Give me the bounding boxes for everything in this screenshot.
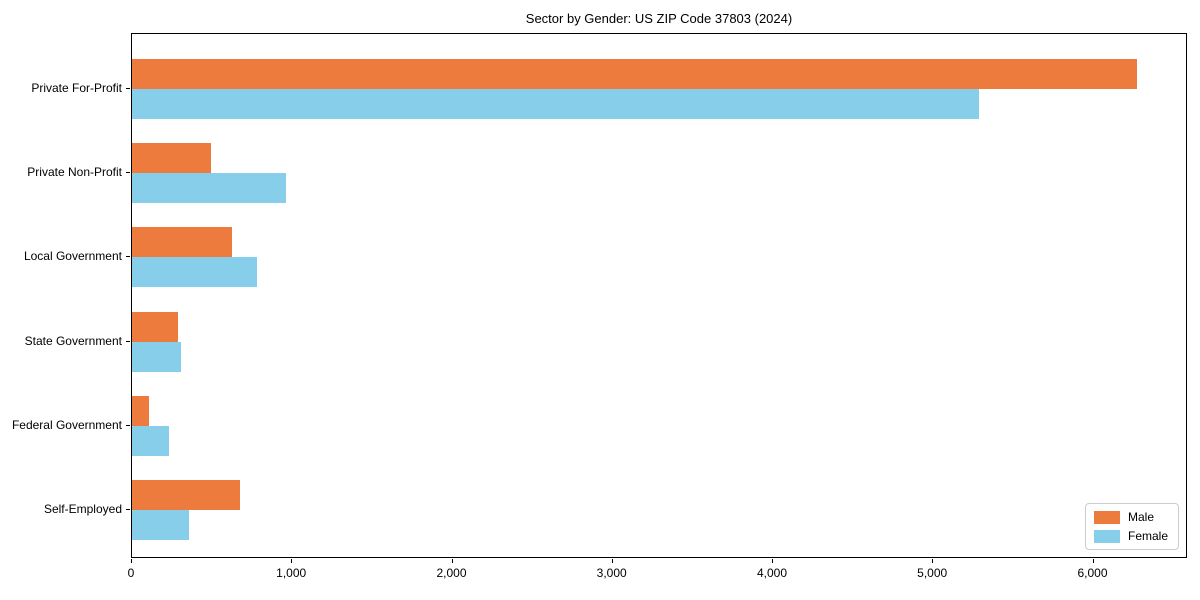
y-tick-label-private-for-profit: Private For-Profit bbox=[31, 81, 122, 95]
x-tick-label-5000: 5,000 bbox=[917, 566, 948, 580]
x-tick-mark bbox=[772, 559, 773, 563]
y-tick-mark bbox=[126, 256, 130, 258]
bar-female-federal-government bbox=[132, 425, 169, 456]
x-tick-mark bbox=[451, 559, 453, 563]
bar-female-private-for-profit bbox=[132, 89, 980, 119]
y-tick-label-private-non-profit: Private Non-Profit bbox=[27, 165, 122, 180]
x-tick-mark bbox=[932, 559, 934, 563]
bar-male-local-government bbox=[132, 227, 232, 258]
y-tick-mark bbox=[126, 509, 130, 510]
legend-label-male: Male bbox=[1127, 510, 1154, 524]
plot-area: Male Female bbox=[131, 33, 1187, 558]
x-tick-mark bbox=[611, 559, 613, 563]
x-tick-label-6000: 6,000 bbox=[1077, 566, 1108, 580]
bar-male-state-government bbox=[132, 311, 178, 342]
x-tick-label-1000: 1,000 bbox=[276, 566, 307, 580]
legend-label-female: Female bbox=[1127, 529, 1168, 543]
bar-male-self-employed bbox=[132, 480, 240, 510]
y-tick-label-self-employed: Self-Employed bbox=[43, 502, 122, 516]
x-tick-label-0: 0 bbox=[127, 566, 135, 580]
bar-male-federal-government bbox=[132, 395, 149, 426]
x-tick-mark bbox=[1092, 559, 1094, 563]
legend-item-male: Male bbox=[1093, 510, 1168, 524]
x-tick-label-4000: 4,000 bbox=[756, 566, 788, 580]
x-tick-label-2000: 2,000 bbox=[436, 566, 467, 580]
legend-swatch-male bbox=[1093, 510, 1120, 524]
x-tick-label-3000: 3,000 bbox=[596, 566, 627, 580]
y-tick-label-federal-government: Federal Government bbox=[11, 417, 122, 432]
bar-female-private-non-profit bbox=[132, 173, 286, 204]
bar-female-state-government bbox=[132, 341, 181, 372]
legend-swatch-female bbox=[1093, 529, 1120, 543]
y-tick-label-local-government: Local Government bbox=[23, 249, 122, 264]
x-tick-mark bbox=[131, 559, 132, 563]
bar-male-private-non-profit bbox=[132, 143, 211, 174]
x-tick-mark bbox=[291, 559, 293, 563]
y-tick-mark bbox=[126, 88, 130, 89]
chart-title: Sector by Gender: US ZIP Code 37803 (202… bbox=[525, 11, 793, 26]
legend: Male Female bbox=[1084, 503, 1179, 550]
y-tick-mark bbox=[126, 172, 130, 174]
bar-male-private-for-profit bbox=[132, 59, 1138, 89]
y-tick-label-state-government: State Government bbox=[24, 333, 122, 348]
bar-female-self-employed bbox=[132, 510, 189, 540]
y-tick-mark bbox=[126, 340, 130, 342]
legend-item-female: Female bbox=[1093, 529, 1168, 543]
y-tick-mark bbox=[126, 424, 130, 426]
bar-female-local-government bbox=[132, 257, 257, 288]
